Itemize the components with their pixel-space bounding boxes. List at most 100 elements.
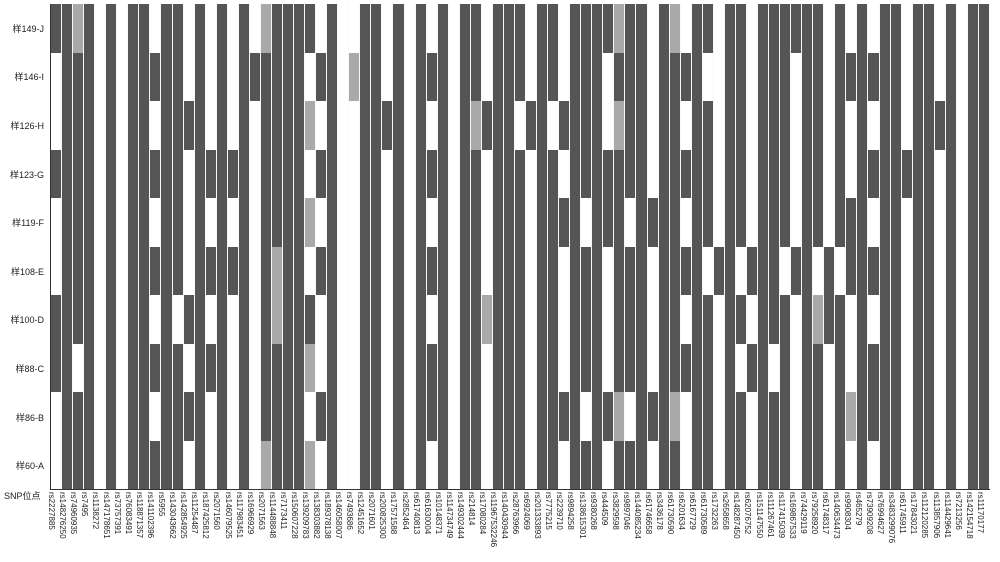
heatmap-cell: [84, 247, 94, 296]
heatmap-cell: [482, 295, 492, 344]
heatmap-column: [913, 4, 924, 489]
heatmap-cell: [416, 101, 426, 150]
heatmap-cell: [206, 344, 216, 393]
heatmap-cell: [261, 344, 271, 393]
heatmap-cell: [416, 53, 426, 102]
heatmap-cell: [813, 344, 823, 393]
heatmap-cell: [228, 198, 238, 247]
heatmap-cell: [946, 441, 956, 490]
heatmap-cell: [968, 53, 978, 102]
heatmap-cell: [150, 441, 160, 490]
heatmap-cell: [581, 392, 591, 441]
heatmap-cell: [261, 247, 271, 296]
heatmap-cell: [614, 392, 624, 441]
heatmap-column: [648, 4, 659, 489]
heatmap-cell: [128, 392, 138, 441]
heatmap-cell: [802, 247, 812, 296]
heatmap-column: [968, 4, 979, 489]
heatmap-cell: [868, 198, 878, 247]
heatmap-cell: [504, 101, 514, 150]
heatmap-column: [161, 4, 172, 489]
heatmap-cell: [681, 295, 691, 344]
heatmap-cell: [648, 392, 658, 441]
heatmap-cell: [139, 247, 149, 296]
heatmap-cell: [592, 150, 602, 199]
heatmap-cell: [891, 53, 901, 102]
heatmap-cell: [846, 392, 856, 441]
heatmap-cell: [173, 150, 183, 199]
heatmap-column: [802, 4, 813, 489]
heatmap-cell: [703, 4, 713, 53]
heatmap-cell: [51, 344, 61, 393]
heatmap-cell: [913, 441, 923, 490]
heatmap-cell: [95, 441, 105, 490]
heatmap-column: [217, 4, 228, 489]
heatmap-cell: [603, 441, 613, 490]
heatmap-cell: [659, 101, 669, 150]
heatmap-cell: [614, 198, 624, 247]
heatmap-column: [747, 4, 758, 489]
heatmap-cell: [625, 392, 635, 441]
heatmap-cell: [857, 198, 867, 247]
heatmap-cell: [316, 198, 326, 247]
heatmap-cell: [360, 101, 370, 150]
heatmap-cell: [117, 247, 127, 296]
heatmap-cell: [84, 4, 94, 53]
heatmap-cell: [857, 441, 867, 490]
heatmap-cell: [51, 295, 61, 344]
heatmap-cell: [95, 4, 105, 53]
heatmap-column: [614, 4, 625, 489]
heatmap-column: [305, 4, 316, 489]
heatmap-cell: [504, 295, 514, 344]
heatmap-cell: [559, 441, 569, 490]
plot-area: [50, 4, 990, 490]
heatmap-cell: [493, 392, 503, 441]
heatmap-cell: [283, 198, 293, 247]
heatmap-cell: [548, 4, 558, 53]
heatmap-column: [73, 4, 84, 489]
heatmap-cell: [51, 150, 61, 199]
heatmap-cell: [228, 4, 238, 53]
heatmap-cell: [548, 441, 558, 490]
heatmap-cell: [791, 53, 801, 102]
heatmap-cell: [791, 150, 801, 199]
heatmap-cell: [957, 150, 967, 199]
heatmap-cell: [968, 198, 978, 247]
heatmap-cell: [438, 4, 448, 53]
heatmap-cell: [780, 198, 790, 247]
heatmap-cell: [349, 198, 359, 247]
heatmap-cell: [206, 150, 216, 199]
heatmap-cell: [338, 247, 348, 296]
heatmap-cell: [371, 4, 381, 53]
heatmap-cell: [360, 198, 370, 247]
heatmap-cell: [758, 344, 768, 393]
heatmap-cell: [857, 101, 867, 150]
heatmap-cell: [427, 344, 437, 393]
heatmap-cell: [382, 198, 392, 247]
heatmap-cell: [195, 441, 205, 490]
heatmap-cell: [813, 150, 823, 199]
heatmap-cell: [449, 392, 459, 441]
heatmap-cell: [714, 150, 724, 199]
y-axis-labels: 样60-A样86-B样88-C样100-D样108-E样119-F样123-G样…: [0, 4, 48, 490]
heatmap-cell: [305, 441, 315, 490]
heatmap-cell: [880, 53, 890, 102]
heatmap-cell: [614, 247, 624, 296]
heatmap-cell: [957, 53, 967, 102]
heatmap-cell: [824, 198, 834, 247]
heatmap-cell: [371, 441, 381, 490]
heatmap-cell: [371, 101, 381, 150]
heatmap-cell: [802, 392, 812, 441]
heatmap-column: [625, 4, 636, 489]
heatmap-column: [51, 4, 62, 489]
heatmap-cell: [537, 247, 547, 296]
heatmap-cell: [769, 4, 779, 53]
heatmap-cell: [316, 150, 326, 199]
heatmap-cell: [592, 198, 602, 247]
heatmap-cell: [791, 101, 801, 150]
heatmap-cell: [239, 441, 249, 490]
heatmap-column: [184, 4, 195, 489]
heatmap-cell: [736, 247, 746, 296]
heatmap-cell: [250, 4, 260, 53]
heatmap-cell: [471, 101, 481, 150]
